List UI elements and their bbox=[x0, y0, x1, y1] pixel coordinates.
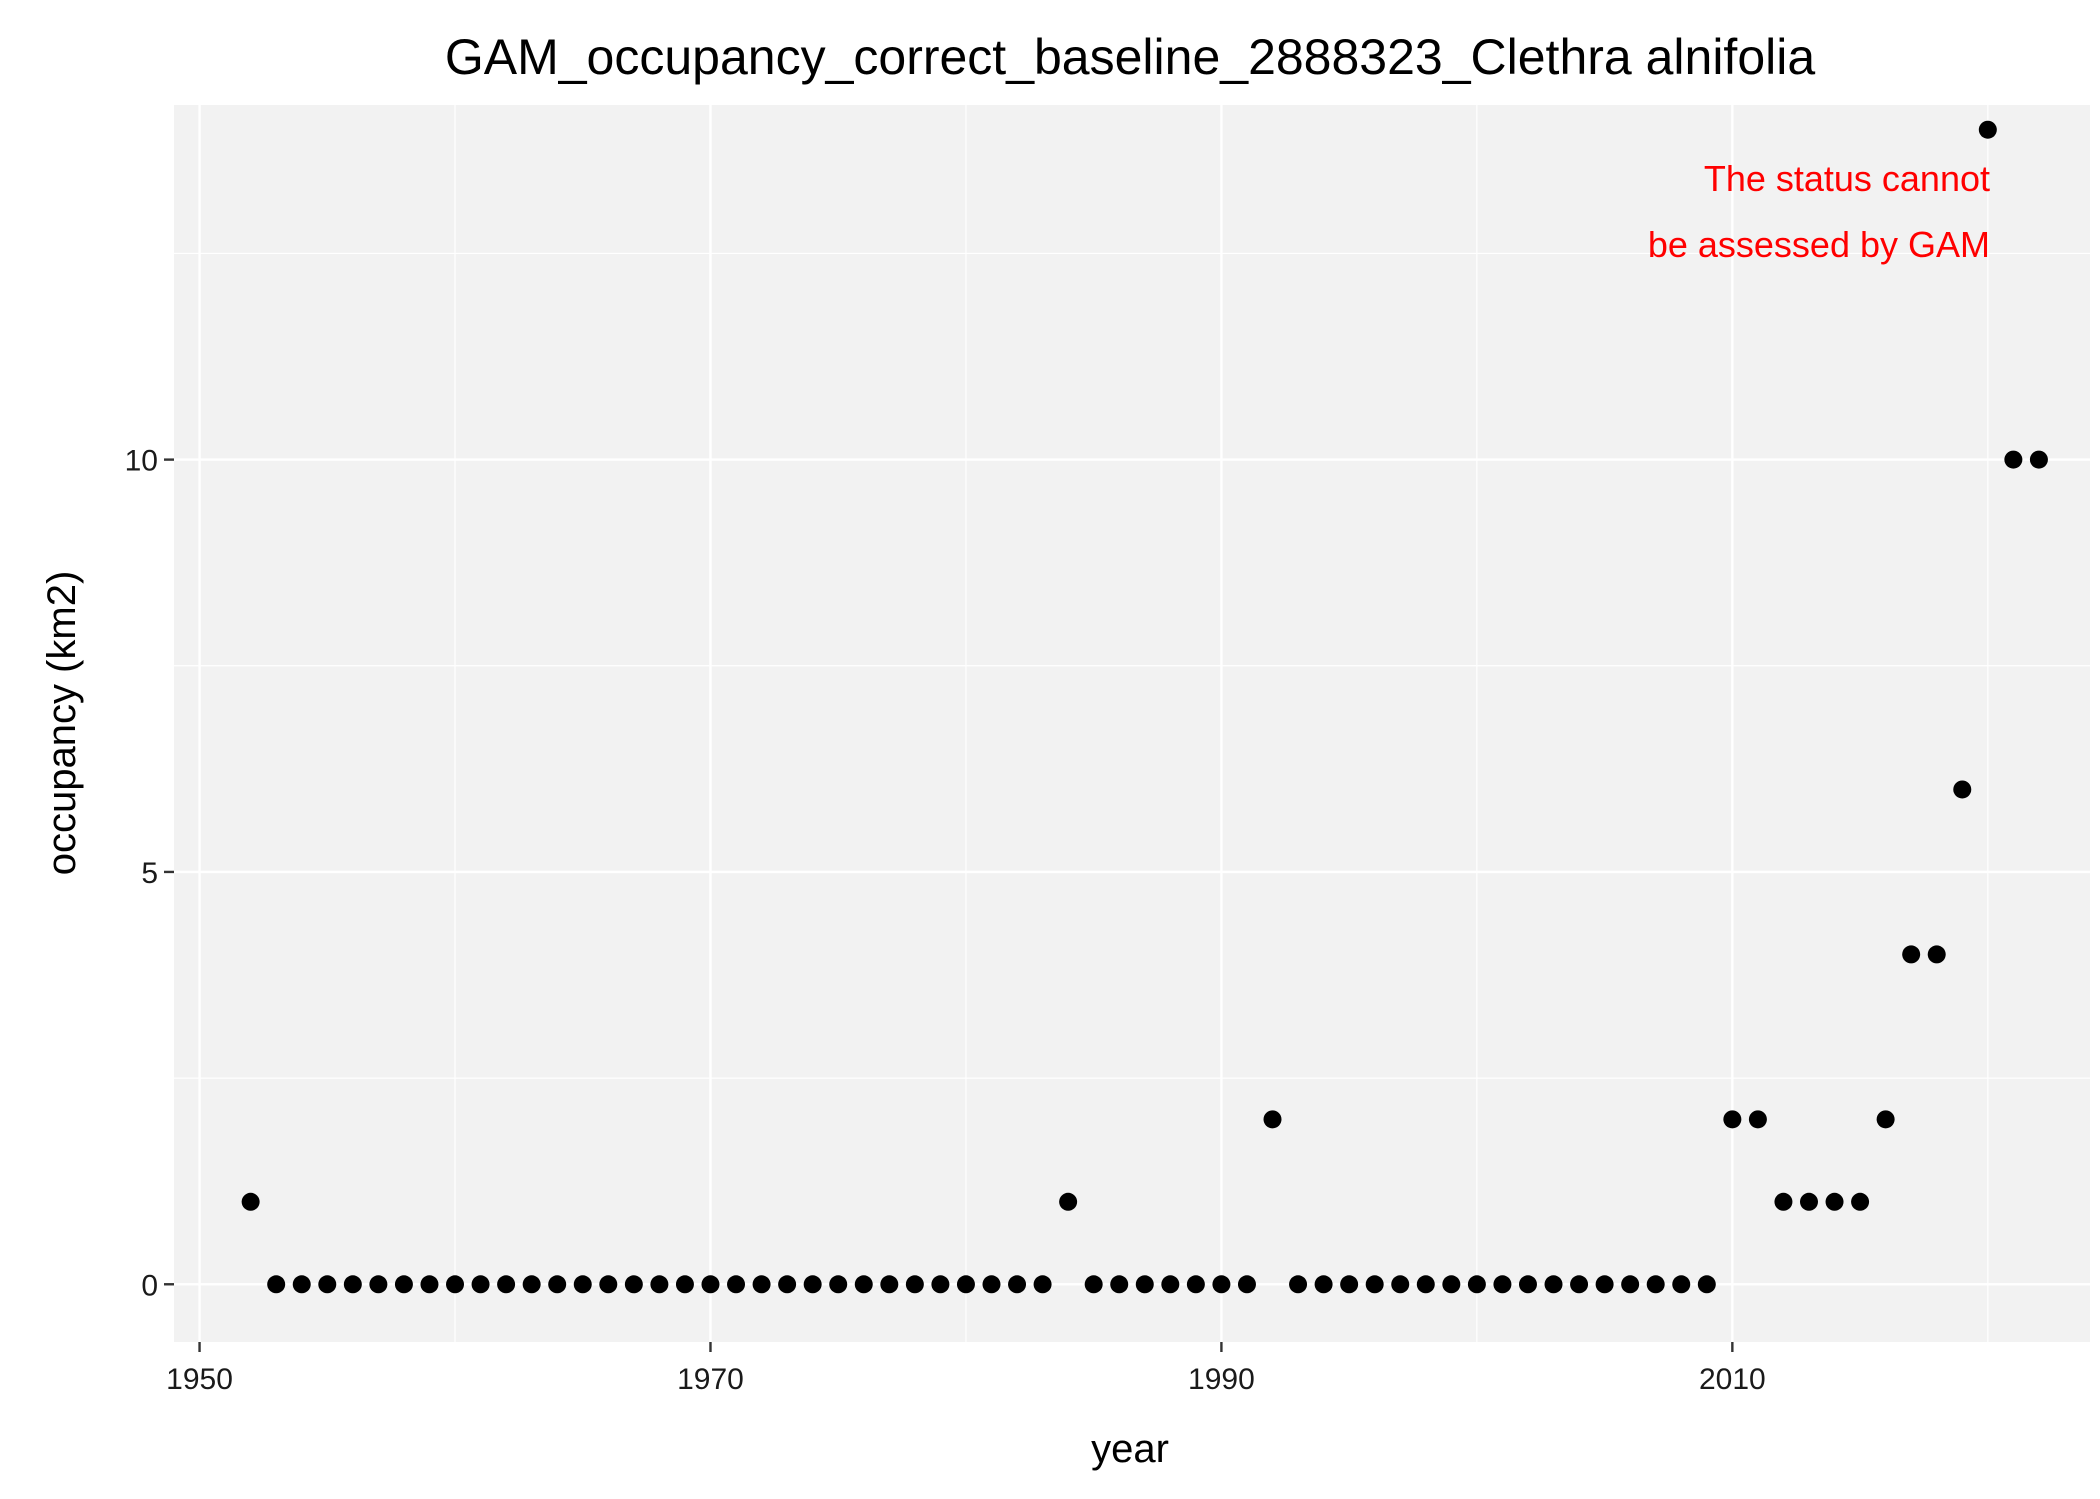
data-point-1982 bbox=[1008, 1275, 1027, 1294]
data-point-1992 bbox=[1263, 1110, 1282, 1129]
data-point-1998 bbox=[1416, 1275, 1435, 1294]
data-point-2013 bbox=[1799, 1192, 1818, 1211]
data-point-1963 bbox=[522, 1275, 541, 1294]
data-point-2016 bbox=[1876, 1110, 1895, 1129]
data-point-2000 bbox=[1467, 1275, 1486, 1294]
data-point-1979 bbox=[931, 1275, 950, 1294]
y-tick-label-0: 0 bbox=[141, 1269, 158, 1302]
data-point-1953 bbox=[267, 1275, 286, 1294]
y-tick-label-2: 10 bbox=[125, 445, 158, 478]
data-point-2022 bbox=[2029, 450, 2048, 469]
grid-lines bbox=[174, 105, 2090, 1342]
data-point-1990 bbox=[1212, 1275, 1231, 1294]
data-point-1970 bbox=[701, 1275, 720, 1294]
x-tick-label-0: 1950 bbox=[166, 1363, 233, 1396]
data-point-2018 bbox=[1927, 945, 1946, 964]
data-point-1976 bbox=[854, 1275, 873, 1294]
data-point-1987 bbox=[1135, 1275, 1154, 1294]
data-point-2004 bbox=[1570, 1275, 1589, 1294]
data-point-1959 bbox=[420, 1275, 439, 1294]
data-point-1983 bbox=[1033, 1275, 1052, 1294]
data-point-2001 bbox=[1493, 1275, 1512, 1294]
data-point-2003 bbox=[1544, 1275, 1563, 1294]
data-point-1986 bbox=[1110, 1275, 1129, 1294]
x-axis-title: year bbox=[1091, 1427, 1169, 1471]
data-point-2010 bbox=[1723, 1110, 1742, 1129]
data-point-1964 bbox=[548, 1275, 567, 1294]
data-point-2019 bbox=[1953, 780, 1972, 799]
axes: 1950 1970 1990 2010 0 5 10 bbox=[125, 445, 1766, 1396]
data-point-1971 bbox=[727, 1275, 746, 1294]
data-point-1997 bbox=[1391, 1275, 1410, 1294]
x-tick-label-2: 1990 bbox=[1188, 1363, 1255, 1396]
data-point-1962 bbox=[497, 1275, 516, 1294]
data-point-2021 bbox=[2004, 450, 2023, 469]
data-point-2011 bbox=[1748, 1110, 1767, 1129]
data-point-1993 bbox=[1289, 1275, 1308, 1294]
data-point-1991 bbox=[1237, 1275, 1256, 1294]
data-point-1974 bbox=[803, 1275, 822, 1294]
data-point-1957 bbox=[369, 1275, 388, 1294]
x-tick-label-3: 2010 bbox=[1699, 1363, 1766, 1396]
data-point-2006 bbox=[1621, 1275, 1640, 1294]
x-tick-label-1: 1970 bbox=[677, 1363, 744, 1396]
data-point-1960 bbox=[446, 1275, 465, 1294]
data-point-1969 bbox=[675, 1275, 694, 1294]
data-point-1994 bbox=[1314, 1275, 1333, 1294]
data-points bbox=[241, 120, 2048, 1294]
plot-panel bbox=[174, 105, 2090, 1342]
annotation-line-1: The status cannot bbox=[1704, 158, 1990, 199]
data-point-1984 bbox=[1059, 1192, 1078, 1211]
data-point-2014 bbox=[1825, 1192, 1844, 1211]
data-point-2017 bbox=[1902, 945, 1921, 964]
data-point-2002 bbox=[1518, 1275, 1537, 1294]
data-point-2020 bbox=[1978, 120, 1997, 139]
data-point-1972 bbox=[752, 1275, 771, 1294]
data-point-1977 bbox=[880, 1275, 899, 1294]
data-point-2008 bbox=[1672, 1275, 1691, 1294]
y-axis-title: occupancy (km2) bbox=[40, 571, 84, 876]
data-point-1955 bbox=[318, 1275, 337, 1294]
data-point-2009 bbox=[1697, 1275, 1716, 1294]
data-point-1965 bbox=[573, 1275, 592, 1294]
data-point-1958 bbox=[394, 1275, 413, 1294]
data-point-1973 bbox=[778, 1275, 797, 1294]
data-point-1995 bbox=[1340, 1275, 1359, 1294]
annotation-line-2: be assessed by GAM bbox=[1648, 224, 1990, 265]
data-point-1956 bbox=[343, 1275, 362, 1294]
data-point-1975 bbox=[829, 1275, 848, 1294]
data-point-1996 bbox=[1365, 1275, 1384, 1294]
y-tick-label-1: 5 bbox=[141, 857, 158, 890]
data-point-1981 bbox=[982, 1275, 1001, 1294]
data-point-1985 bbox=[1084, 1275, 1103, 1294]
data-point-1989 bbox=[1186, 1275, 1205, 1294]
data-point-2015 bbox=[1851, 1192, 1870, 1211]
data-point-1980 bbox=[956, 1275, 975, 1294]
data-point-1967 bbox=[624, 1275, 643, 1294]
data-point-1966 bbox=[599, 1275, 618, 1294]
data-point-1952 bbox=[241, 1192, 260, 1211]
data-point-2012 bbox=[1774, 1192, 1793, 1211]
data-point-1968 bbox=[650, 1275, 669, 1294]
data-point-1954 bbox=[292, 1275, 311, 1294]
chart-title: GAM_occupancy_correct_baseline_2888323_C… bbox=[445, 29, 1816, 85]
data-point-1961 bbox=[471, 1275, 490, 1294]
data-point-1988 bbox=[1161, 1275, 1180, 1294]
data-point-1978 bbox=[905, 1275, 924, 1294]
data-point-2007 bbox=[1646, 1275, 1665, 1294]
data-point-2005 bbox=[1595, 1275, 1614, 1294]
data-point-1999 bbox=[1442, 1275, 1461, 1294]
